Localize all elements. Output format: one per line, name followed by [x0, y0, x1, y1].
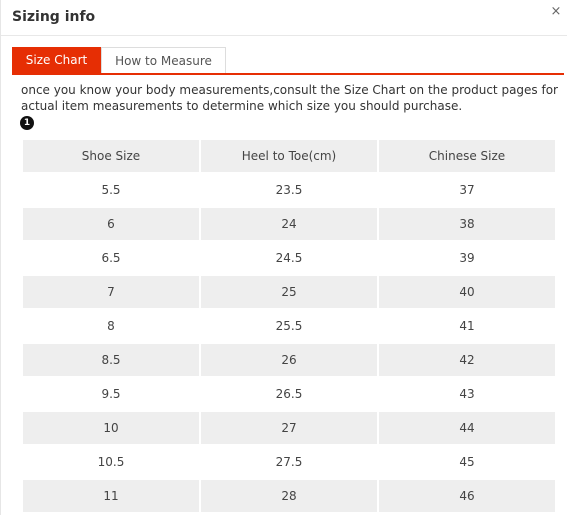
cell-shoe-size: 8	[23, 310, 199, 342]
cell-chinese-size: 45	[379, 446, 555, 478]
cell-chinese-size: 42	[379, 344, 555, 376]
cell-chinese-size: 41	[379, 310, 555, 342]
tab-how-to-measure[interactable]: How to Measure	[101, 47, 226, 73]
table-row: 5.5 23.5 37	[23, 174, 555, 206]
cell-heel-to-toe: 27.5	[201, 446, 377, 478]
cell-shoe-size: 6	[23, 208, 199, 240]
table-row: 10 27 44	[23, 412, 555, 444]
cell-heel-to-toe: 27	[201, 412, 377, 444]
dialog-header: Sizing info ×	[1, 0, 567, 36]
cell-heel-to-toe: 23.5	[201, 174, 377, 206]
cell-heel-to-toe: 26	[201, 344, 377, 376]
cell-heel-to-toe: 24	[201, 208, 377, 240]
table-row: 9.5 26.5 43	[23, 378, 555, 410]
cell-chinese-size: 46	[379, 480, 555, 512]
table-row: 7 25 40	[23, 276, 555, 308]
cell-heel-to-toe: 25.5	[201, 310, 377, 342]
cell-chinese-size: 37	[379, 174, 555, 206]
table-row: 11 28 46	[23, 480, 555, 512]
column-header-shoe-size: Shoe Size	[23, 140, 199, 172]
cell-shoe-size: 7	[23, 276, 199, 308]
tab-bar: Size Chart How to Measure	[12, 47, 564, 75]
table-row: 10.5 27.5 45	[23, 446, 555, 478]
column-header-chinese-size: Chinese Size	[379, 140, 555, 172]
table-row: 6 24 38	[23, 208, 555, 240]
cell-chinese-size: 39	[379, 242, 555, 274]
cell-shoe-size: 5.5	[23, 174, 199, 206]
cell-heel-to-toe: 28	[201, 480, 377, 512]
column-header-heel-to-toe: Heel to Toe(cm)	[201, 140, 377, 172]
tab-size-chart[interactable]: Size Chart	[12, 47, 101, 73]
cell-shoe-size: 8.5	[23, 344, 199, 376]
close-icon[interactable]: ×	[550, 4, 562, 19]
cell-chinese-size: 38	[379, 208, 555, 240]
table-header-row: Shoe Size Heel to Toe(cm) Chinese Size	[23, 140, 555, 172]
table-row: 8 25.5 41	[23, 310, 555, 342]
step-number-icon: 1	[20, 116, 34, 130]
cell-chinese-size: 44	[379, 412, 555, 444]
cell-shoe-size: 9.5	[23, 378, 199, 410]
cell-shoe-size: 6.5	[23, 242, 199, 274]
cell-heel-to-toe: 25	[201, 276, 377, 308]
cell-chinese-size: 40	[379, 276, 555, 308]
size-chart-table: Shoe Size Heel to Toe(cm) Chinese Size 5…	[21, 138, 557, 514]
cell-chinese-size: 43	[379, 378, 555, 410]
cell-shoe-size: 10.5	[23, 446, 199, 478]
cell-shoe-size: 10	[23, 412, 199, 444]
intro-text: once you know your body measurements,con…	[21, 83, 558, 113]
cell-heel-to-toe: 24.5	[201, 242, 377, 274]
cell-heel-to-toe: 26.5	[201, 378, 377, 410]
dialog-title: Sizing info	[12, 9, 96, 25]
table-row: 6.5 24.5 39	[23, 242, 555, 274]
cell-shoe-size: 11	[23, 480, 199, 512]
table-row: 8.5 26 42	[23, 344, 555, 376]
